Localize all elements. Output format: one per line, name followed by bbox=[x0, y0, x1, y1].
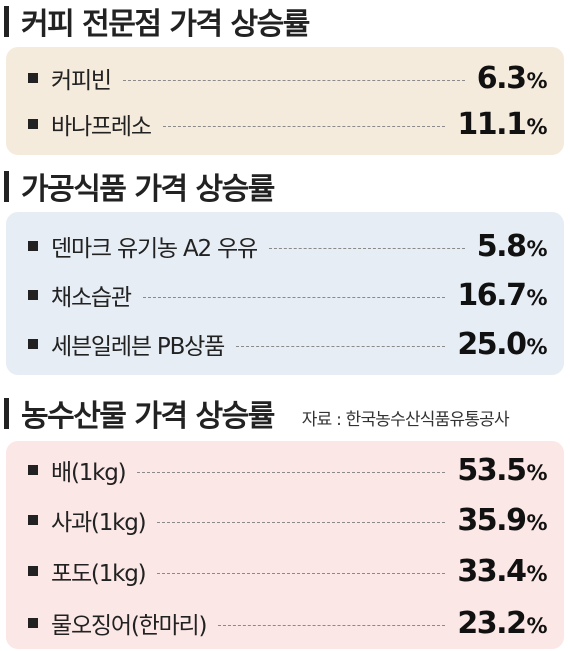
bullet-icon bbox=[28, 465, 38, 475]
value-unit: % bbox=[526, 236, 547, 261]
item-label: 배(1kg) bbox=[51, 460, 127, 486]
item-value: 25.0% bbox=[457, 326, 547, 362]
value-number: 5.8 bbox=[476, 228, 527, 264]
value-number: 25.0 bbox=[457, 326, 527, 362]
list-item: 포도(1kg) 33.4% bbox=[28, 551, 547, 591]
leader-line bbox=[137, 472, 446, 473]
item-label: 바나프레소 bbox=[51, 114, 152, 140]
value-unit: % bbox=[526, 510, 547, 535]
value-number: 6.3 bbox=[476, 60, 527, 96]
leader-line bbox=[236, 346, 446, 347]
list-item: 배(1kg) 53.5% bbox=[28, 450, 547, 490]
item-label: 커피빈 bbox=[51, 68, 112, 94]
leader-line bbox=[142, 297, 446, 298]
item-value: 16.7% bbox=[457, 277, 547, 313]
bullet-icon bbox=[28, 618, 38, 628]
item-label: 세븐일레븐 PB상품 bbox=[51, 334, 225, 360]
value-unit: % bbox=[526, 285, 547, 310]
value-number: 53.5 bbox=[457, 452, 527, 488]
coffee-section-title: 커피 전문점 가격 상승률 bbox=[4, 3, 310, 42]
item-value: 35.9% bbox=[457, 502, 547, 538]
leader-line bbox=[268, 248, 465, 249]
leader-line bbox=[157, 573, 446, 574]
leader-line bbox=[218, 625, 446, 626]
value-number: 23.2 bbox=[457, 605, 527, 641]
bullet-icon bbox=[28, 566, 38, 576]
leader-line bbox=[122, 80, 465, 81]
item-label: 덴마크 유기농 A2 우유 bbox=[51, 236, 258, 262]
value-number: 11.1 bbox=[457, 106, 527, 142]
value-number: 33.4 bbox=[457, 553, 527, 589]
list-item: 커피빈 6.3% bbox=[28, 58, 548, 98]
item-value: 6.3% bbox=[476, 60, 548, 96]
farm-section-title: 농수산물 가격 상승률 자료 : 한국농수산식품유통공사 bbox=[4, 395, 510, 434]
list-item: 바나프레소 11.1% bbox=[28, 104, 547, 144]
item-value: 11.1% bbox=[457, 106, 547, 142]
item-value: 5.8% bbox=[476, 228, 548, 264]
bullet-icon bbox=[28, 241, 38, 251]
list-item: 사과(1kg) 35.9% bbox=[28, 500, 547, 540]
value-unit: % bbox=[526, 561, 547, 586]
list-item: 물오징어(한마리) 23.2% bbox=[28, 603, 547, 643]
item-value: 23.2% bbox=[457, 605, 547, 641]
source-note: 자료 : 한국농수산식품유통공사 bbox=[301, 409, 510, 430]
item-label: 사과(1kg) bbox=[51, 510, 147, 536]
bullet-icon bbox=[28, 515, 38, 525]
value-unit: % bbox=[526, 114, 547, 139]
value-unit: % bbox=[526, 460, 547, 485]
title-bar bbox=[4, 397, 9, 429]
coffee-panel: 커피빈 6.3% 바나프레소 11.1% bbox=[6, 47, 564, 155]
bullet-icon bbox=[28, 290, 38, 300]
value-number: 16.7 bbox=[457, 277, 527, 313]
item-label: 물오징어(한마리) bbox=[51, 613, 207, 639]
processed-panel: 덴마크 유기농 A2 우유 5.8% 채소습관 16.7% 세븐일레븐 PB상품… bbox=[6, 212, 564, 375]
bullet-icon bbox=[28, 339, 38, 349]
value-unit: % bbox=[526, 68, 547, 93]
list-item: 덴마크 유기농 A2 우유 5.8% bbox=[28, 226, 548, 266]
leader-line bbox=[162, 126, 446, 127]
value-unit: % bbox=[526, 334, 547, 359]
list-item: 세븐일레븐 PB상품 25.0% bbox=[28, 324, 547, 364]
value-unit: % bbox=[526, 613, 547, 638]
farm-title: 농수산물 가격 상승률 bbox=[21, 399, 275, 434]
bullet-icon bbox=[28, 119, 38, 129]
processed-title: 가공식품 가격 상승률 bbox=[21, 172, 275, 207]
farm-panel: 배(1kg) 53.5% 사과(1kg) 35.9% 포도(1kg) 33.4%… bbox=[6, 441, 564, 649]
item-value: 33.4% bbox=[457, 553, 547, 589]
value-number: 35.9 bbox=[457, 502, 527, 538]
leader-line bbox=[157, 522, 446, 523]
title-bar bbox=[4, 5, 9, 37]
title-bar bbox=[4, 170, 9, 202]
item-value: 53.5% bbox=[457, 452, 547, 488]
item-label: 채소습관 bbox=[51, 285, 132, 311]
list-item: 채소습관 16.7% bbox=[28, 275, 547, 315]
item-label: 포도(1kg) bbox=[51, 561, 147, 587]
coffee-title: 커피 전문점 가격 상승률 bbox=[21, 7, 310, 42]
bullet-icon bbox=[28, 73, 38, 83]
processed-section-title: 가공식품 가격 상승률 bbox=[4, 168, 275, 207]
